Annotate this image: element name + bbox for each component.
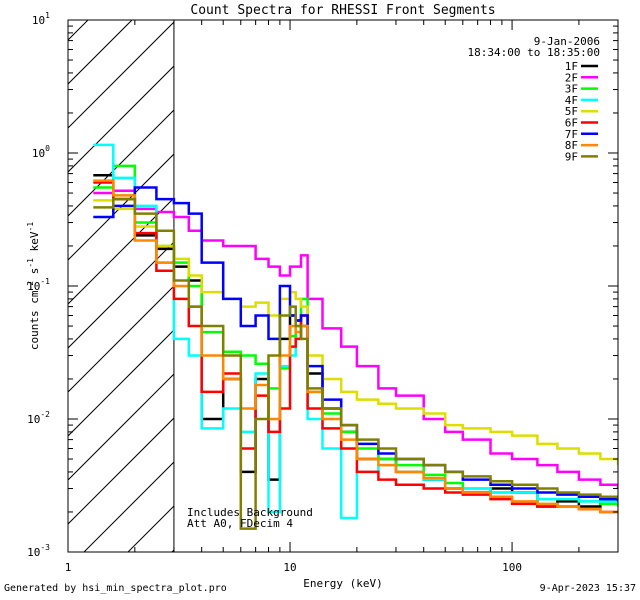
hatch-line — [68, 417, 174, 525]
y-label-mid1: s — [28, 268, 41, 281]
chart-title: Count Spectra for RHESSI Front Segments — [190, 3, 495, 18]
hatch-line — [0, 0, 88, 552]
hatch-line — [260, 0, 640, 552]
hatch-line — [68, 153, 174, 261]
y-label-exp3: -1 — [26, 222, 35, 232]
hatch-line — [68, 21, 174, 129]
footer-timestamp: 9-Apr-2023 15:37 — [539, 583, 636, 594]
hatch-line — [68, 65, 174, 173]
series-line-9F — [93, 197, 618, 530]
hatch-line — [68, 20, 133, 85]
legend-label-1F: 1F — [565, 60, 578, 73]
y-tick-label: 10-1 — [27, 277, 50, 293]
footer-generated-by: Generated by hsi_min_spectra_plot.pro — [4, 583, 227, 594]
hatch-line — [68, 20, 89, 41]
legend-label-3F: 3F — [565, 83, 578, 96]
hatch-line — [68, 109, 174, 217]
y-label-exp1: -2 — [26, 281, 35, 291]
axes: 1 10 100 10-3 10-2 10-1 100 101 — [27, 11, 619, 574]
x-tick-label: 10 — [283, 561, 296, 574]
y-tick-label: 10-3 — [27, 543, 50, 559]
y-label-base: counts cm — [28, 290, 41, 350]
background-hatch-region — [0, 0, 640, 552]
y-axis-label: counts cm-2 s-1 keV-1 — [26, 222, 41, 350]
annotation-background: Includes Background — [187, 506, 313, 519]
x-axis-label: Energy (keV) — [303, 577, 382, 590]
legend-label-7F: 7F — [565, 128, 578, 141]
y-tick-label: 101 — [32, 11, 50, 27]
y-tick-label: 100 — [32, 144, 50, 160]
hatch-line — [127, 505, 174, 552]
legend-label-5F: 5F — [565, 105, 578, 118]
series-lines — [93, 143, 618, 530]
plot-frame — [67, 19, 619, 553]
legend-label-8F: 8F — [565, 139, 578, 152]
hatch-line — [68, 373, 174, 481]
info-date: 9-Jan-2006 — [534, 35, 600, 48]
hatch-line — [68, 197, 174, 305]
x-tick-label: 100 — [502, 561, 522, 574]
series-line-2F — [93, 189, 618, 489]
y-tick-label: 10-2 — [27, 410, 50, 426]
x-tick-label: 1 — [65, 561, 72, 574]
annotation-attenuator: Att A0, FDecim 4 — [187, 517, 293, 530]
legend-label-2F: 2F — [565, 71, 578, 84]
hatch-lines — [0, 0, 640, 552]
info-time-range: 18:34:00 to 18:35:00 — [468, 46, 600, 59]
y-label-exp2: -1 — [26, 258, 35, 268]
hatch-line — [0, 0, 132, 552]
legend-label-6F: 6F — [565, 117, 578, 130]
y-label-mid2: keV — [28, 231, 41, 258]
legend-label-4F: 4F — [565, 94, 578, 107]
legend-label-9F: 9F — [565, 150, 578, 163]
